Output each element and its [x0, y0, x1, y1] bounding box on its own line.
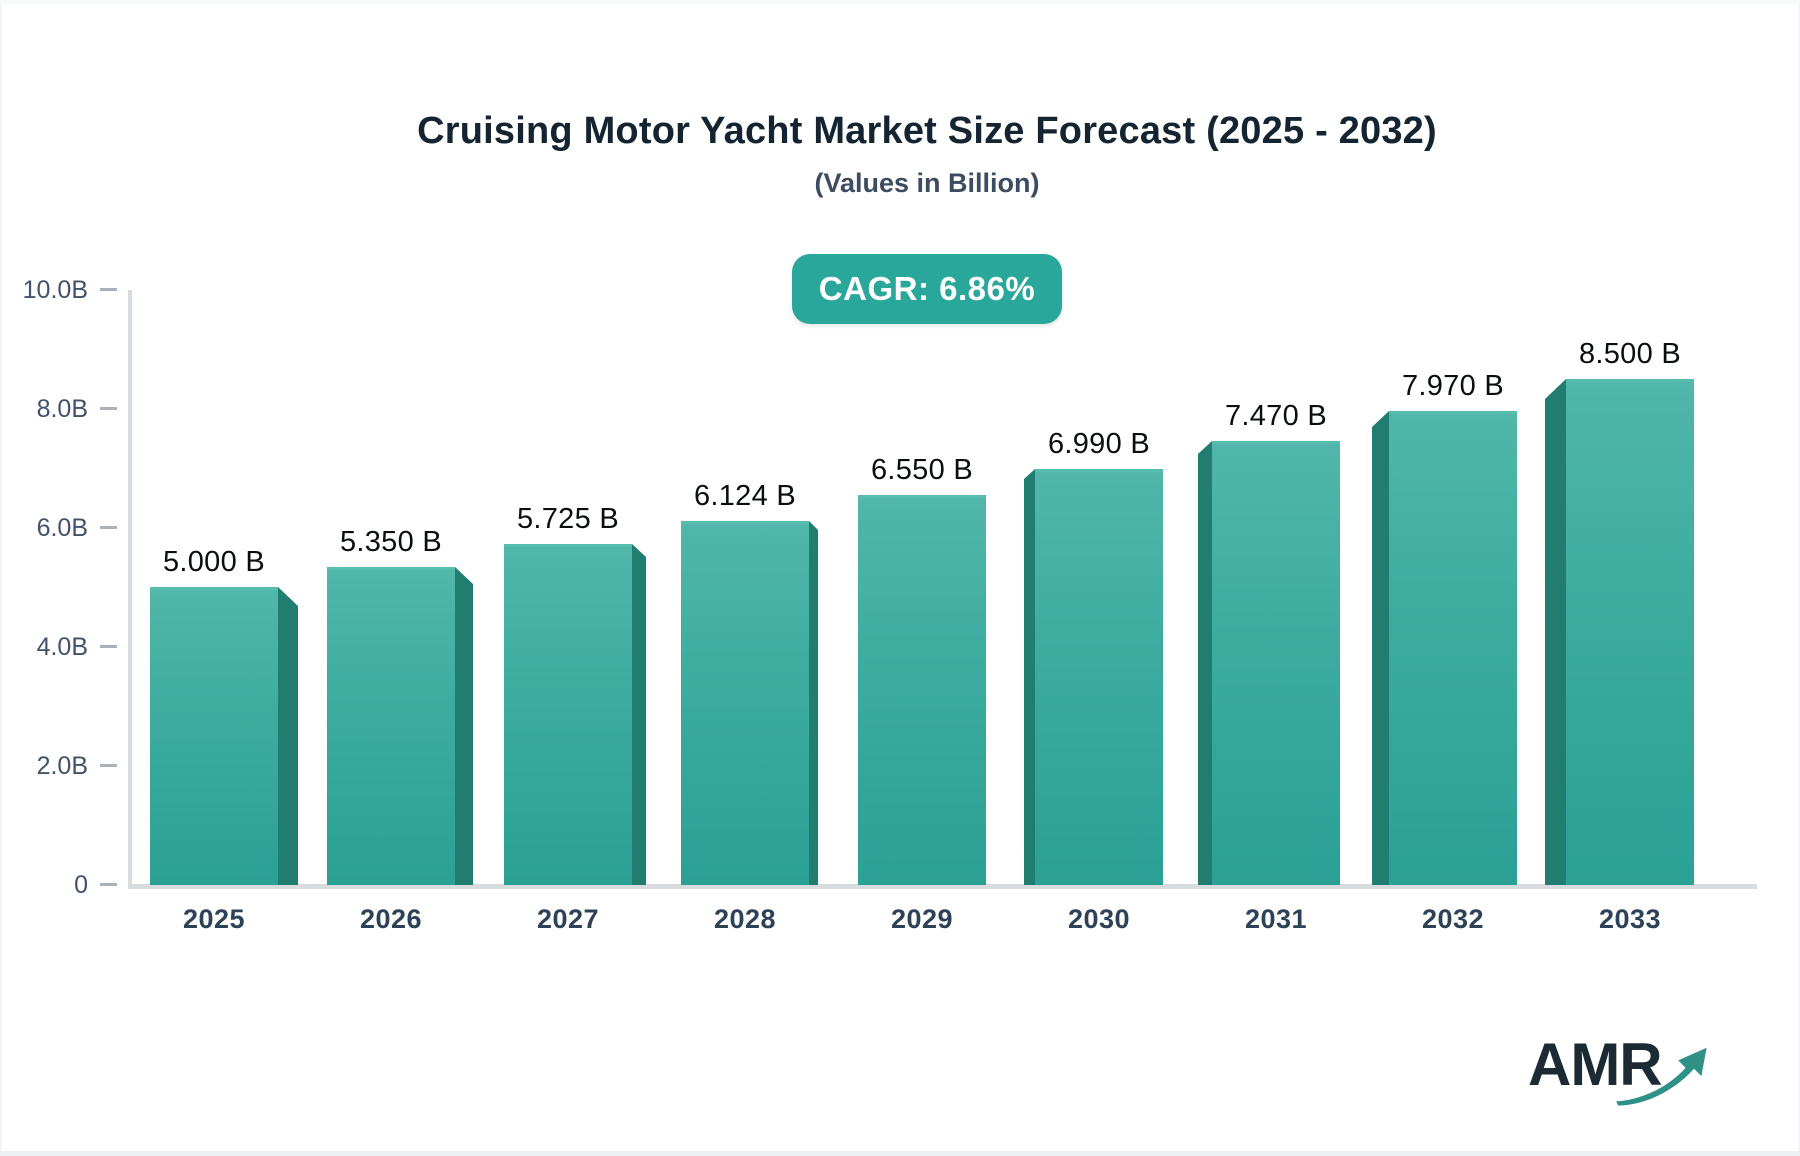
- growth-arrow-icon: [1616, 1047, 1707, 1106]
- bar-side-face: [632, 544, 646, 885]
- y-axis-tick-label: 0: [74, 871, 88, 899]
- bar-2033: [1566, 379, 1694, 885]
- y-axis-tick-mark: [100, 288, 117, 291]
- y-axis-tick-mark: [100, 526, 117, 529]
- chart-subtitle: (Values in Billion): [814, 168, 1040, 198]
- frame-edge: [0, 0, 1800, 4]
- bar-value-label: 7.970 B: [1401, 370, 1505, 402]
- bar-side-face: [455, 567, 473, 885]
- bar-value-label: 7.470 B: [1224, 400, 1328, 432]
- x-axis-baseline: [128, 884, 1757, 889]
- x-axis-category-label: 2028: [713, 904, 777, 934]
- frame-edge: [1798, 0, 1800, 1156]
- x-axis-category-label: 2025: [182, 904, 246, 934]
- bar-2030: [1035, 469, 1163, 885]
- bar-side-face: [1545, 379, 1566, 885]
- bar-2025: [150, 587, 278, 885]
- amr-logo: AMR: [1528, 1030, 1728, 1120]
- bar-2027: [504, 544, 632, 885]
- x-axis-category-label: 2032: [1421, 904, 1485, 934]
- y-axis-tick-mark: [100, 764, 117, 767]
- bar-side-face: [1024, 469, 1035, 885]
- bar-value-label: 8.500 B: [1578, 338, 1682, 370]
- bar-2026: [327, 567, 455, 885]
- bar-side-face: [1372, 411, 1389, 885]
- bar-side-face: [809, 521, 818, 885]
- bar-2028: [681, 521, 809, 885]
- frame-edge: [0, 1151, 1800, 1156]
- chart-title: Cruising Motor Yacht Market Size Forecas…: [417, 110, 1437, 152]
- bar-value-label: 5.350 B: [339, 526, 443, 558]
- bar-value-label: 6.990 B: [1047, 428, 1151, 460]
- y-axis-line: [128, 290, 132, 885]
- y-axis-tick-label: 2.0B: [36, 752, 88, 780]
- x-axis-category-label: 2027: [536, 904, 600, 934]
- logo-text: AMR: [1528, 1031, 1663, 1098]
- bar-2029: [858, 495, 986, 885]
- y-axis-tick-mark: [100, 883, 117, 886]
- bar-value-label: 6.550 B: [870, 454, 974, 486]
- y-axis-tick-label: 6.0B: [36, 514, 88, 542]
- x-axis-category-label: 2026: [359, 904, 423, 934]
- x-axis-category-label: 2029: [890, 904, 954, 934]
- cagr-badge: CAGR: 6.86%: [792, 254, 1062, 324]
- y-axis-tick-mark: [100, 407, 117, 410]
- bar-2032: [1389, 411, 1517, 885]
- x-axis-category-label: 2033: [1598, 904, 1662, 934]
- y-axis-tick-mark: [100, 645, 117, 648]
- frame-edge: [0, 0, 2, 1156]
- bar-2031: [1212, 441, 1340, 885]
- y-axis-tick-label: 4.0B: [36, 633, 88, 661]
- y-axis-tick-label: 8.0B: [36, 395, 88, 423]
- bar-value-label: 5.725 B: [516, 503, 620, 535]
- bar-side-face: [278, 587, 298, 885]
- y-axis-tick-label: 10.0B: [22, 276, 88, 304]
- x-axis-category-label: 2030: [1067, 904, 1131, 934]
- bar-value-label: 6.124 B: [693, 480, 797, 512]
- bar-value-label: 5.000 B: [162, 546, 266, 578]
- bar-side-face: [1198, 441, 1212, 885]
- x-axis-category-label: 2031: [1244, 904, 1308, 934]
